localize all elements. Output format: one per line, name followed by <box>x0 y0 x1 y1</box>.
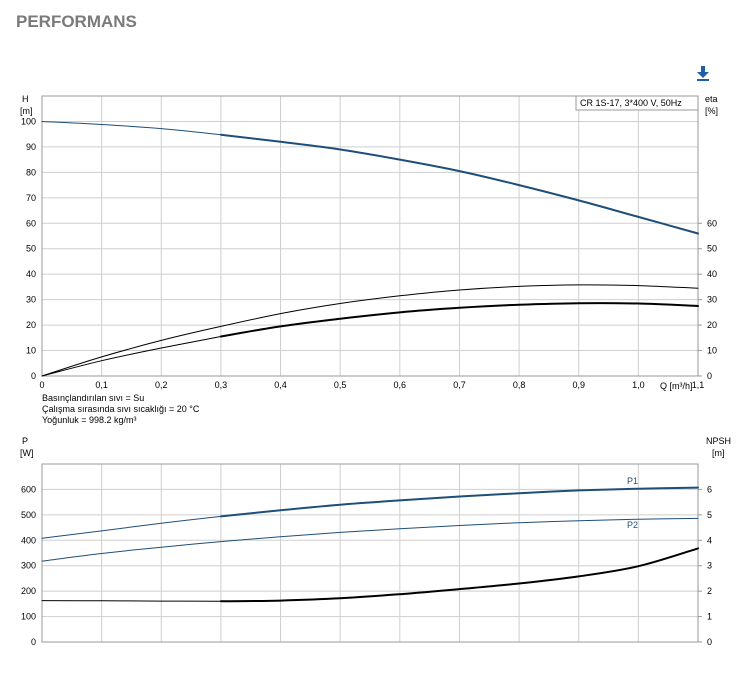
chart2-y-tick-label-right: 6 <box>707 484 712 494</box>
chart1-grid <box>41 96 699 377</box>
chart2-y-tick-label-right: 0 <box>707 637 712 647</box>
chart1-x-tick-label: 1,1 <box>692 380 705 390</box>
chart1-y-tick-label-right: 60 <box>707 218 717 228</box>
series-eta_pump_thin <box>41 336 222 377</box>
chart1-x-tick-label: 0,5 <box>334 380 347 390</box>
chart1-y-tick-label-left: 90 <box>26 142 36 152</box>
series-eta_total_thin <box>41 284 699 377</box>
chart1-y-tick-label-left: 10 <box>26 346 36 356</box>
chart1-y-tick-label-right: 50 <box>707 244 717 254</box>
page-title: PERFORMANS <box>16 12 137 31</box>
chart1-ylabel-left-1: H <box>22 94 29 104</box>
chart1-y-tick-label-left: 80 <box>26 167 36 177</box>
chart1-y-tick-label-left: 20 <box>26 320 36 330</box>
chart2-frame <box>41 463 699 643</box>
chart1-x-tick-label: 0,3 <box>215 380 228 390</box>
temperature-text: Çalışma sırasında sıvı sıcaklığı = 20 °C <box>42 404 200 414</box>
chart2-ylabel-left-2: [W] <box>20 448 34 458</box>
chart1-y-tick-label-left: 60 <box>26 218 36 228</box>
liquid-info: Basınçlandırılan sıvı = Su Çalışma sıras… <box>42 393 199 426</box>
chart1-legend-box: CR 1S-17, 3*400 V, 50Hz <box>575 95 699 111</box>
series-H <box>219 133 699 235</box>
density-text: Yoğunluk = 998.2 kg/m³ <box>42 415 137 425</box>
chart2-y-tick-label-right: 3 <box>707 561 712 571</box>
chart1-x-tick-label: 0,9 <box>572 380 585 390</box>
chart1-x-tick-label: 0,2 <box>155 380 168 390</box>
chart2-ylabel-left-1: P <box>22 436 28 446</box>
chart1-y-tick-label-left: 40 <box>26 269 36 279</box>
chart1-y-tick-label-right: 20 <box>707 320 717 330</box>
p1-label: P1 <box>627 476 638 486</box>
chart1-x-tick-label: 0 <box>39 380 44 390</box>
chart1-y-tick-label-right: 0 <box>707 371 712 381</box>
chart1-x-tick-label: 0,4 <box>274 380 287 390</box>
liquid-text: Basınçlandırılan sıvı = Su <box>42 393 145 403</box>
chart1-ylabel-left-2: [m] <box>20 106 33 116</box>
chart2-y-tick-label-left: 0 <box>31 637 36 647</box>
head-efficiency-chart: 0 0,1 0,2 0,3 0,4 0,5 0,6 0,7 0,8 0,9 1,0 1,1010203… <box>20 94 718 391</box>
chart2-ylabel-right-1: NPSH <box>706 436 731 446</box>
series-P1 <box>219 486 699 518</box>
chart2-y-tick-label-right: 1 <box>707 612 712 622</box>
series-P1_thin <box>41 515 222 539</box>
series-NPSH_thin <box>41 600 222 602</box>
chart1-ylabel-right-1: eta <box>705 94 718 104</box>
chart2-y-tick-label-left: 200 <box>21 586 36 596</box>
chart1-y-tick-label-left: 70 <box>26 193 36 203</box>
chart1-frame <box>41 95 699 377</box>
series-H_thin <box>41 121 222 136</box>
chart1-x-tick-label: 0,7 <box>453 380 466 390</box>
chart2-y-tick-label-left: 500 <box>21 510 36 520</box>
series-NPSH <box>219 547 699 603</box>
chart1-x-tick-label: 1,0 <box>632 380 645 390</box>
series-eta_pump <box>219 302 699 338</box>
chart1-y-tick-label-right: 40 <box>707 269 717 279</box>
chart1-legend-text: CR 1S-17, 3*400 V, 50Hz <box>580 98 682 108</box>
chart1-x-tick-label: 0,6 <box>394 380 407 390</box>
chart2-y-tick-label-left: 600 <box>21 484 36 494</box>
chart1-y-tick-label-left: 100 <box>21 116 36 126</box>
chart2-y-tick-label-right: 5 <box>707 510 712 520</box>
chart1-x-tick-label: 0,1 <box>95 380 108 390</box>
chart1-y-tick-label-left: 30 <box>26 295 36 305</box>
chart1-y-tick-label-right: 10 <box>707 346 717 356</box>
chart2-y-tick-label-left: 100 <box>21 612 36 622</box>
chart1-y-tick-label-left: 0 <box>31 371 36 381</box>
chart2-y-tick-label-left: 300 <box>21 561 36 571</box>
chart1-y-tick-label-left: 50 <box>26 244 36 254</box>
download-icon[interactable] <box>694 64 712 82</box>
p2-label: P2 <box>627 520 638 530</box>
chart1-x-tick-label: 0,8 <box>513 380 526 390</box>
chart2-y-tick-label-left: 400 <box>21 535 36 545</box>
chart1-xlabel: Q [m³/h] <box>660 381 693 391</box>
chart2-y-tick-label-right: 4 <box>707 535 712 545</box>
chart2-ylabel-right-2: [m] <box>712 448 725 458</box>
chart1-y-tick-label-right: 30 <box>707 295 717 305</box>
chart1-ylabel-right-2: [%] <box>705 106 718 116</box>
power-npsh-chart: 0 100 200 300 400 500 600 0 1 2 3 4 5 6 P [W] NPSH [m… <box>20 436 731 647</box>
chart2-y-tick-label-right: 2 <box>707 586 712 596</box>
series-P2 <box>41 517 699 562</box>
